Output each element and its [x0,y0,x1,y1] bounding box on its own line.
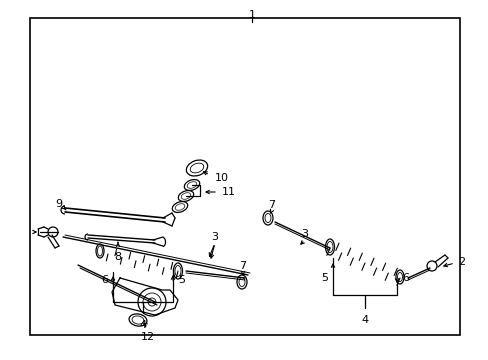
Circle shape [48,227,58,237]
Ellipse shape [97,246,102,256]
Ellipse shape [397,273,402,282]
Ellipse shape [186,160,207,176]
Ellipse shape [173,263,182,279]
Text: 3: 3 [211,232,218,242]
Text: 9: 9 [55,199,62,209]
Circle shape [426,261,436,271]
Text: 7: 7 [239,261,246,271]
Ellipse shape [395,270,403,284]
Text: 1: 1 [248,10,255,20]
Text: 11: 11 [222,187,236,197]
Text: 5: 5 [178,275,184,285]
Ellipse shape [184,180,199,190]
Ellipse shape [190,163,203,173]
Ellipse shape [175,204,184,210]
Text: 4: 4 [361,315,368,325]
Ellipse shape [132,316,143,324]
Text: 5: 5 [320,273,327,283]
Text: 4: 4 [139,320,146,330]
Circle shape [138,288,165,316]
Text: 7: 7 [268,200,275,210]
Text: 6: 6 [101,275,108,285]
Text: 3: 3 [301,229,308,239]
Ellipse shape [264,213,270,222]
Ellipse shape [237,275,246,289]
Text: 10: 10 [215,173,228,183]
Text: 2: 2 [457,257,464,267]
Ellipse shape [178,190,193,202]
Ellipse shape [239,278,244,287]
Ellipse shape [325,239,334,255]
Ellipse shape [129,314,146,326]
Ellipse shape [181,193,190,199]
Text: 8: 8 [114,252,122,262]
Text: 6: 6 [401,273,408,283]
Ellipse shape [326,242,332,252]
Ellipse shape [263,211,272,225]
Ellipse shape [96,244,104,258]
Bar [30,18,459,335]
Ellipse shape [172,202,187,212]
Ellipse shape [187,182,196,188]
Ellipse shape [175,266,181,276]
Text: 12: 12 [141,332,155,342]
Circle shape [148,298,156,306]
Circle shape [142,293,161,311]
